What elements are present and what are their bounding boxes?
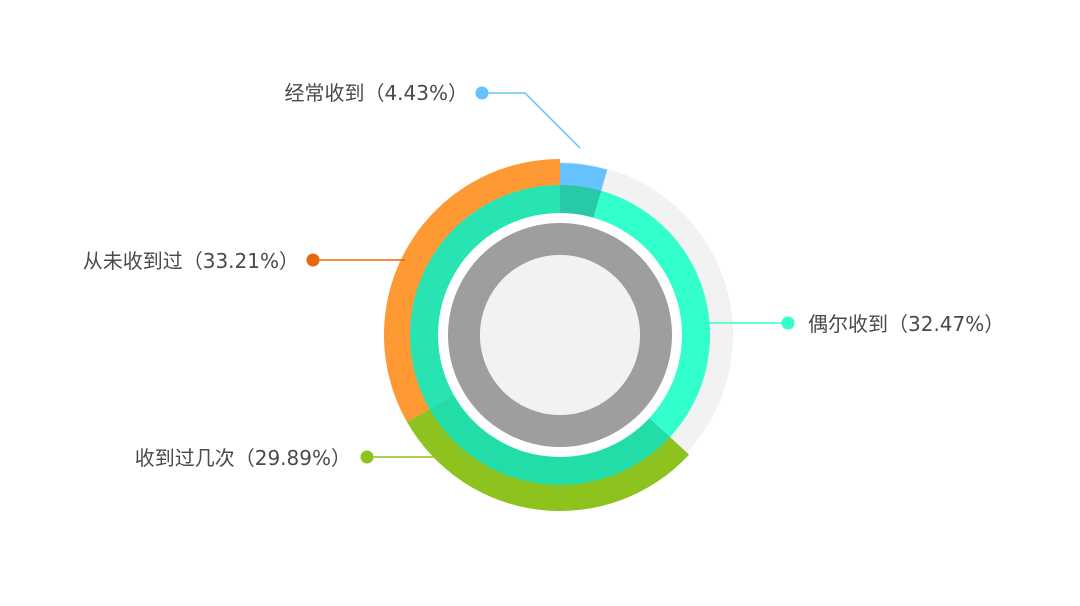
slice-label-2: 偶尔收到（32.47%） [808,312,1004,336]
slice-label-4: 从未收到过（33.21%） [83,249,299,273]
middle-slice-4 [409,185,560,409]
leader-dot-2 [781,316,795,330]
outer-slice-4 [383,159,560,422]
middle-slice-3 [429,395,670,485]
leader-dot-4 [306,253,320,267]
leader-dot-1 [475,86,489,100]
slice-label-3: 收到过几次（29.89%） [135,446,351,470]
center-disc [480,255,640,415]
leader-line-1 [482,92,581,149]
leader-dot-3 [360,450,374,464]
slice-label-1: 经常收到（4.43%） [284,81,468,105]
middle-slice-2 [593,190,710,437]
outer-slice-3 [406,403,690,511]
middle-slice-1 [560,185,602,218]
